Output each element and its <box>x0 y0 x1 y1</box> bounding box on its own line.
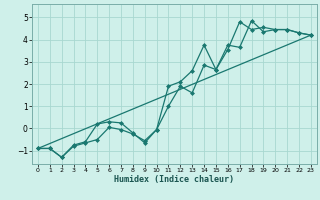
X-axis label: Humidex (Indice chaleur): Humidex (Indice chaleur) <box>115 175 234 184</box>
